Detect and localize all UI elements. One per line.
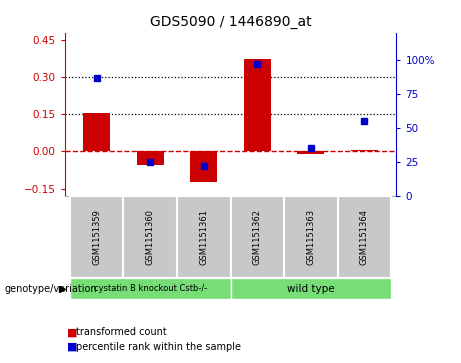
- Text: ■: ■: [67, 342, 77, 352]
- Text: GSM1151359: GSM1151359: [92, 209, 101, 265]
- Bar: [297, 151, 324, 154]
- Text: GSM1151363: GSM1151363: [306, 209, 315, 265]
- Bar: [351, 150, 378, 151]
- Bar: [70, 278, 230, 299]
- Text: GSM1151364: GSM1151364: [360, 209, 369, 265]
- Bar: [230, 196, 284, 278]
- Text: wild type: wild type: [287, 284, 335, 294]
- Bar: [337, 196, 391, 278]
- Bar: [230, 278, 391, 299]
- Text: genotype/variation: genotype/variation: [5, 284, 97, 294]
- Text: cystatin B knockout Cstb-/-: cystatin B knockout Cstb-/-: [94, 284, 207, 293]
- Bar: [70, 196, 124, 278]
- Text: percentile rank within the sample: percentile rank within the sample: [76, 342, 241, 352]
- Bar: [284, 196, 337, 278]
- Text: GSM1151362: GSM1151362: [253, 209, 262, 265]
- Text: ■: ■: [67, 327, 77, 337]
- Title: GDS5090 / 1446890_at: GDS5090 / 1446890_at: [150, 15, 311, 29]
- Bar: [244, 59, 271, 151]
- Bar: [124, 196, 177, 278]
- Bar: [137, 151, 164, 165]
- Bar: [190, 151, 217, 182]
- Text: GSM1151360: GSM1151360: [146, 209, 155, 265]
- Text: GSM1151361: GSM1151361: [199, 209, 208, 265]
- Bar: [177, 196, 230, 278]
- Text: transformed count: transformed count: [76, 327, 167, 337]
- Bar: [83, 113, 110, 151]
